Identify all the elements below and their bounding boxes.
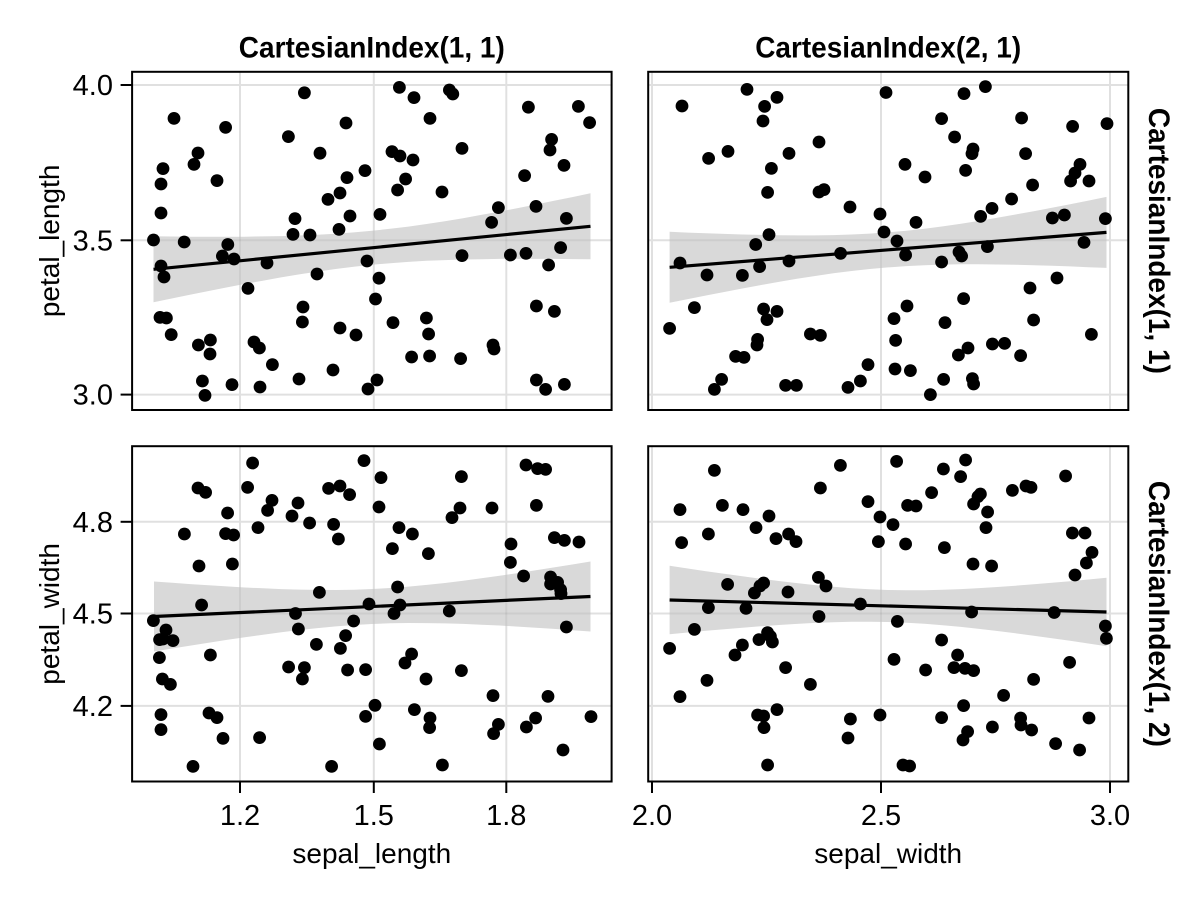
svg-text:1.5: 1.5 [354, 800, 394, 832]
svg-text:CartesianIndex(1, 1): CartesianIndex(1, 1) [1142, 108, 1175, 374]
svg-text:2.0: 2.0 [632, 800, 672, 832]
svg-text:CartesianIndex(2, 1): CartesianIndex(2, 1) [755, 32, 1021, 65]
svg-text:1.8: 1.8 [486, 800, 526, 832]
svg-text:3.0: 3.0 [1090, 800, 1130, 832]
svg-text:4.2: 4.2 [73, 691, 113, 723]
svg-text:4.0: 4.0 [73, 70, 113, 102]
svg-text:4.8: 4.8 [73, 507, 113, 539]
svg-text:3.0: 3.0 [73, 380, 113, 412]
svg-text:petal_width: petal_width [34, 543, 65, 685]
svg-text:petal_length: petal_length [34, 165, 65, 318]
svg-text:1.2: 1.2 [220, 800, 260, 832]
svg-text:CartesianIndex(1, 1): CartesianIndex(1, 1) [239, 32, 505, 65]
svg-text:4.5: 4.5 [73, 599, 113, 631]
svg-text:sepal_width: sepal_width [814, 838, 962, 869]
svg-text:2.5: 2.5 [861, 800, 901, 832]
svg-text:3.5: 3.5 [73, 225, 113, 257]
svg-text:sepal_length: sepal_length [292, 838, 451, 869]
svg-text:CartesianIndex(1, 2): CartesianIndex(1, 2) [1142, 481, 1175, 747]
